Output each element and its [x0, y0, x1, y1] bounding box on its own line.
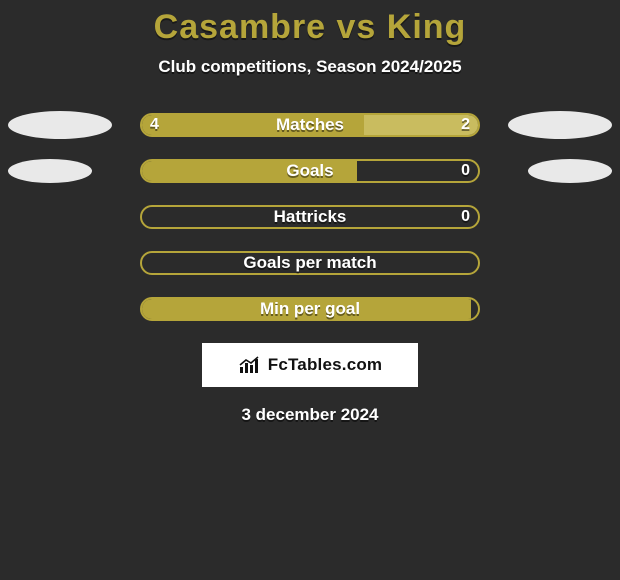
stat-row-min-per-goal: Min per goal	[0, 297, 620, 321]
page-title: Casambre vs King	[0, 0, 620, 47]
bar-track	[140, 297, 480, 321]
player-left-marker	[8, 111, 112, 139]
subtitle: Club competitions, Season 2024/2025	[0, 57, 620, 77]
bar-fill-left	[142, 299, 471, 319]
stat-row-goals: Goals 0	[0, 159, 620, 183]
stat-row-goals-per-match: Goals per match	[0, 251, 620, 275]
barchart-icon	[238, 355, 262, 375]
player-left-marker	[8, 159, 92, 183]
logo-text: FcTables.com	[268, 355, 383, 375]
player-right-marker	[528, 159, 612, 183]
bar-track	[140, 251, 480, 275]
bar-track	[140, 113, 480, 137]
bar-track	[140, 205, 480, 229]
bar-fill-left	[142, 115, 364, 135]
date: 3 december 2024	[0, 405, 620, 425]
bar-track	[140, 159, 480, 183]
bar-fill-right	[364, 115, 478, 135]
logo: FcTables.com	[202, 343, 418, 387]
bar-fill-left	[142, 161, 357, 181]
player-right-marker	[508, 111, 612, 139]
stat-row-hattricks: Hattricks 0	[0, 205, 620, 229]
comparison-rows: 4 Matches 2 Goals 0 Hattricks 0 Goals pe…	[0, 113, 620, 321]
stat-row-matches: 4 Matches 2	[0, 113, 620, 137]
